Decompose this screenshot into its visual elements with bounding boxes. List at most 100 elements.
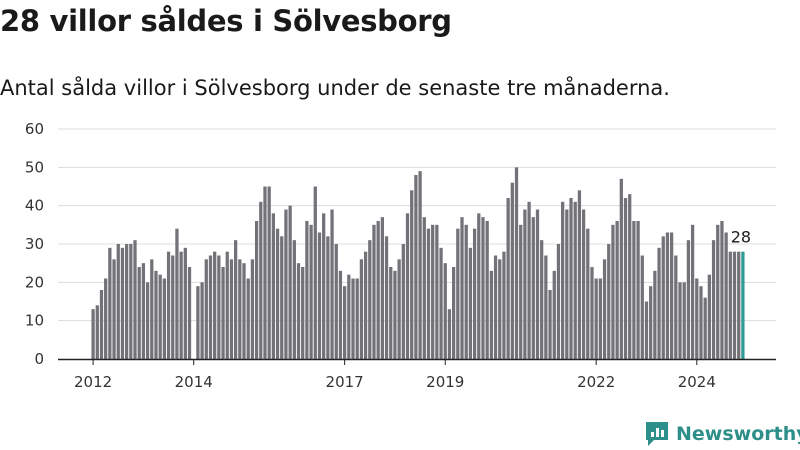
bar [271, 213, 275, 359]
y-tick-label: 10 [25, 312, 44, 330]
bar [485, 221, 489, 359]
bar [410, 190, 414, 359]
bar [498, 259, 502, 359]
bar [242, 263, 246, 359]
bar [535, 209, 540, 359]
bar [435, 224, 439, 359]
bar [355, 278, 359, 359]
bar [372, 224, 376, 359]
bar [317, 232, 322, 359]
bar [141, 263, 146, 359]
bar [363, 251, 368, 359]
bar [343, 286, 347, 359]
bar [548, 290, 552, 359]
bar [644, 301, 649, 359]
x-tick-label: 2019 [426, 373, 464, 391]
bar [611, 224, 615, 359]
bar [615, 221, 619, 359]
bar [565, 209, 569, 359]
bar [561, 201, 565, 359]
bar [225, 251, 229, 359]
bar [569, 198, 573, 359]
bar [347, 274, 351, 359]
bar [686, 240, 691, 359]
bar [456, 228, 460, 359]
bar [452, 267, 456, 359]
y-tick-label: 50 [25, 158, 44, 176]
chart-subtitle: Antal sålda villor i Sölvesborg under de… [0, 76, 670, 100]
bar [162, 278, 166, 359]
bar [187, 267, 192, 359]
bar [489, 270, 493, 359]
bar [246, 278, 250, 359]
bar [234, 240, 238, 359]
bar [431, 224, 435, 359]
bar [95, 305, 99, 359]
bar [493, 255, 498, 359]
bar [665, 232, 670, 359]
bar [632, 221, 636, 359]
bar [426, 228, 431, 359]
bar [313, 186, 317, 359]
bar [636, 221, 640, 359]
bar [359, 259, 364, 359]
bar [389, 267, 393, 359]
bar-highlight [741, 251, 745, 359]
bar [732, 251, 737, 359]
bar [99, 290, 104, 359]
bar [380, 217, 384, 359]
bar [250, 259, 255, 359]
bar [166, 251, 171, 359]
x-tick-label: 2014 [175, 373, 213, 391]
bar [301, 267, 305, 359]
bar [405, 213, 410, 359]
chart-title: 28 villor såldes i Sölvesborg [0, 4, 452, 38]
y-tick-label: 40 [25, 197, 44, 215]
bar [581, 209, 586, 359]
bar [598, 278, 602, 359]
bar [531, 217, 535, 359]
bar [158, 274, 162, 359]
bar [288, 205, 292, 359]
bar [711, 240, 716, 359]
x-tick-label: 2017 [326, 373, 364, 391]
bar [91, 309, 95, 359]
bar [447, 309, 452, 359]
bar [238, 259, 242, 359]
bar [254, 221, 259, 359]
y-tick-label: 30 [25, 235, 44, 253]
bar [112, 259, 116, 359]
bar [472, 228, 477, 359]
bar [468, 247, 473, 359]
bar [296, 263, 301, 359]
bar [213, 251, 217, 359]
bar [519, 224, 523, 359]
bar [628, 194, 632, 359]
bar [418, 171, 422, 359]
bar [175, 228, 179, 359]
bar [154, 270, 158, 359]
bar [171, 255, 175, 359]
bars [91, 167, 745, 359]
newsworthy-logo: Newsworthy [644, 420, 800, 448]
bar [586, 228, 590, 359]
bar [422, 217, 426, 359]
bar [104, 278, 108, 359]
y-tick-label: 20 [25, 273, 44, 291]
bar [259, 201, 263, 359]
bar [703, 297, 707, 359]
bar [670, 232, 674, 359]
bar [682, 282, 686, 359]
brand-name: Newsworthy [676, 423, 800, 445]
bar [649, 286, 653, 359]
bar [674, 255, 678, 359]
bar [351, 278, 355, 359]
bar [737, 251, 741, 359]
bar [145, 282, 150, 359]
bar [120, 247, 125, 359]
bar [678, 282, 682, 359]
bar [217, 255, 221, 359]
bar [129, 244, 133, 359]
bar [661, 236, 665, 359]
bar [179, 251, 183, 359]
